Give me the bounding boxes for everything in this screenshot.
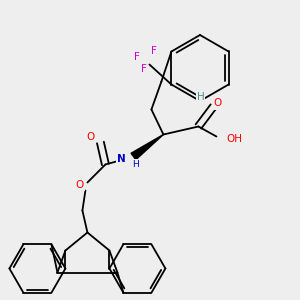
Text: N: N	[117, 154, 126, 164]
Text: H: H	[196, 92, 204, 101]
Text: O: O	[213, 98, 221, 109]
Text: F: F	[152, 46, 158, 56]
Text: H: H	[132, 160, 139, 169]
Text: OH: OH	[226, 134, 242, 143]
Text: F: F	[134, 52, 140, 61]
Polygon shape	[131, 134, 164, 160]
Text: F: F	[142, 64, 147, 74]
Text: O: O	[86, 133, 94, 142]
Text: O: O	[75, 179, 83, 190]
